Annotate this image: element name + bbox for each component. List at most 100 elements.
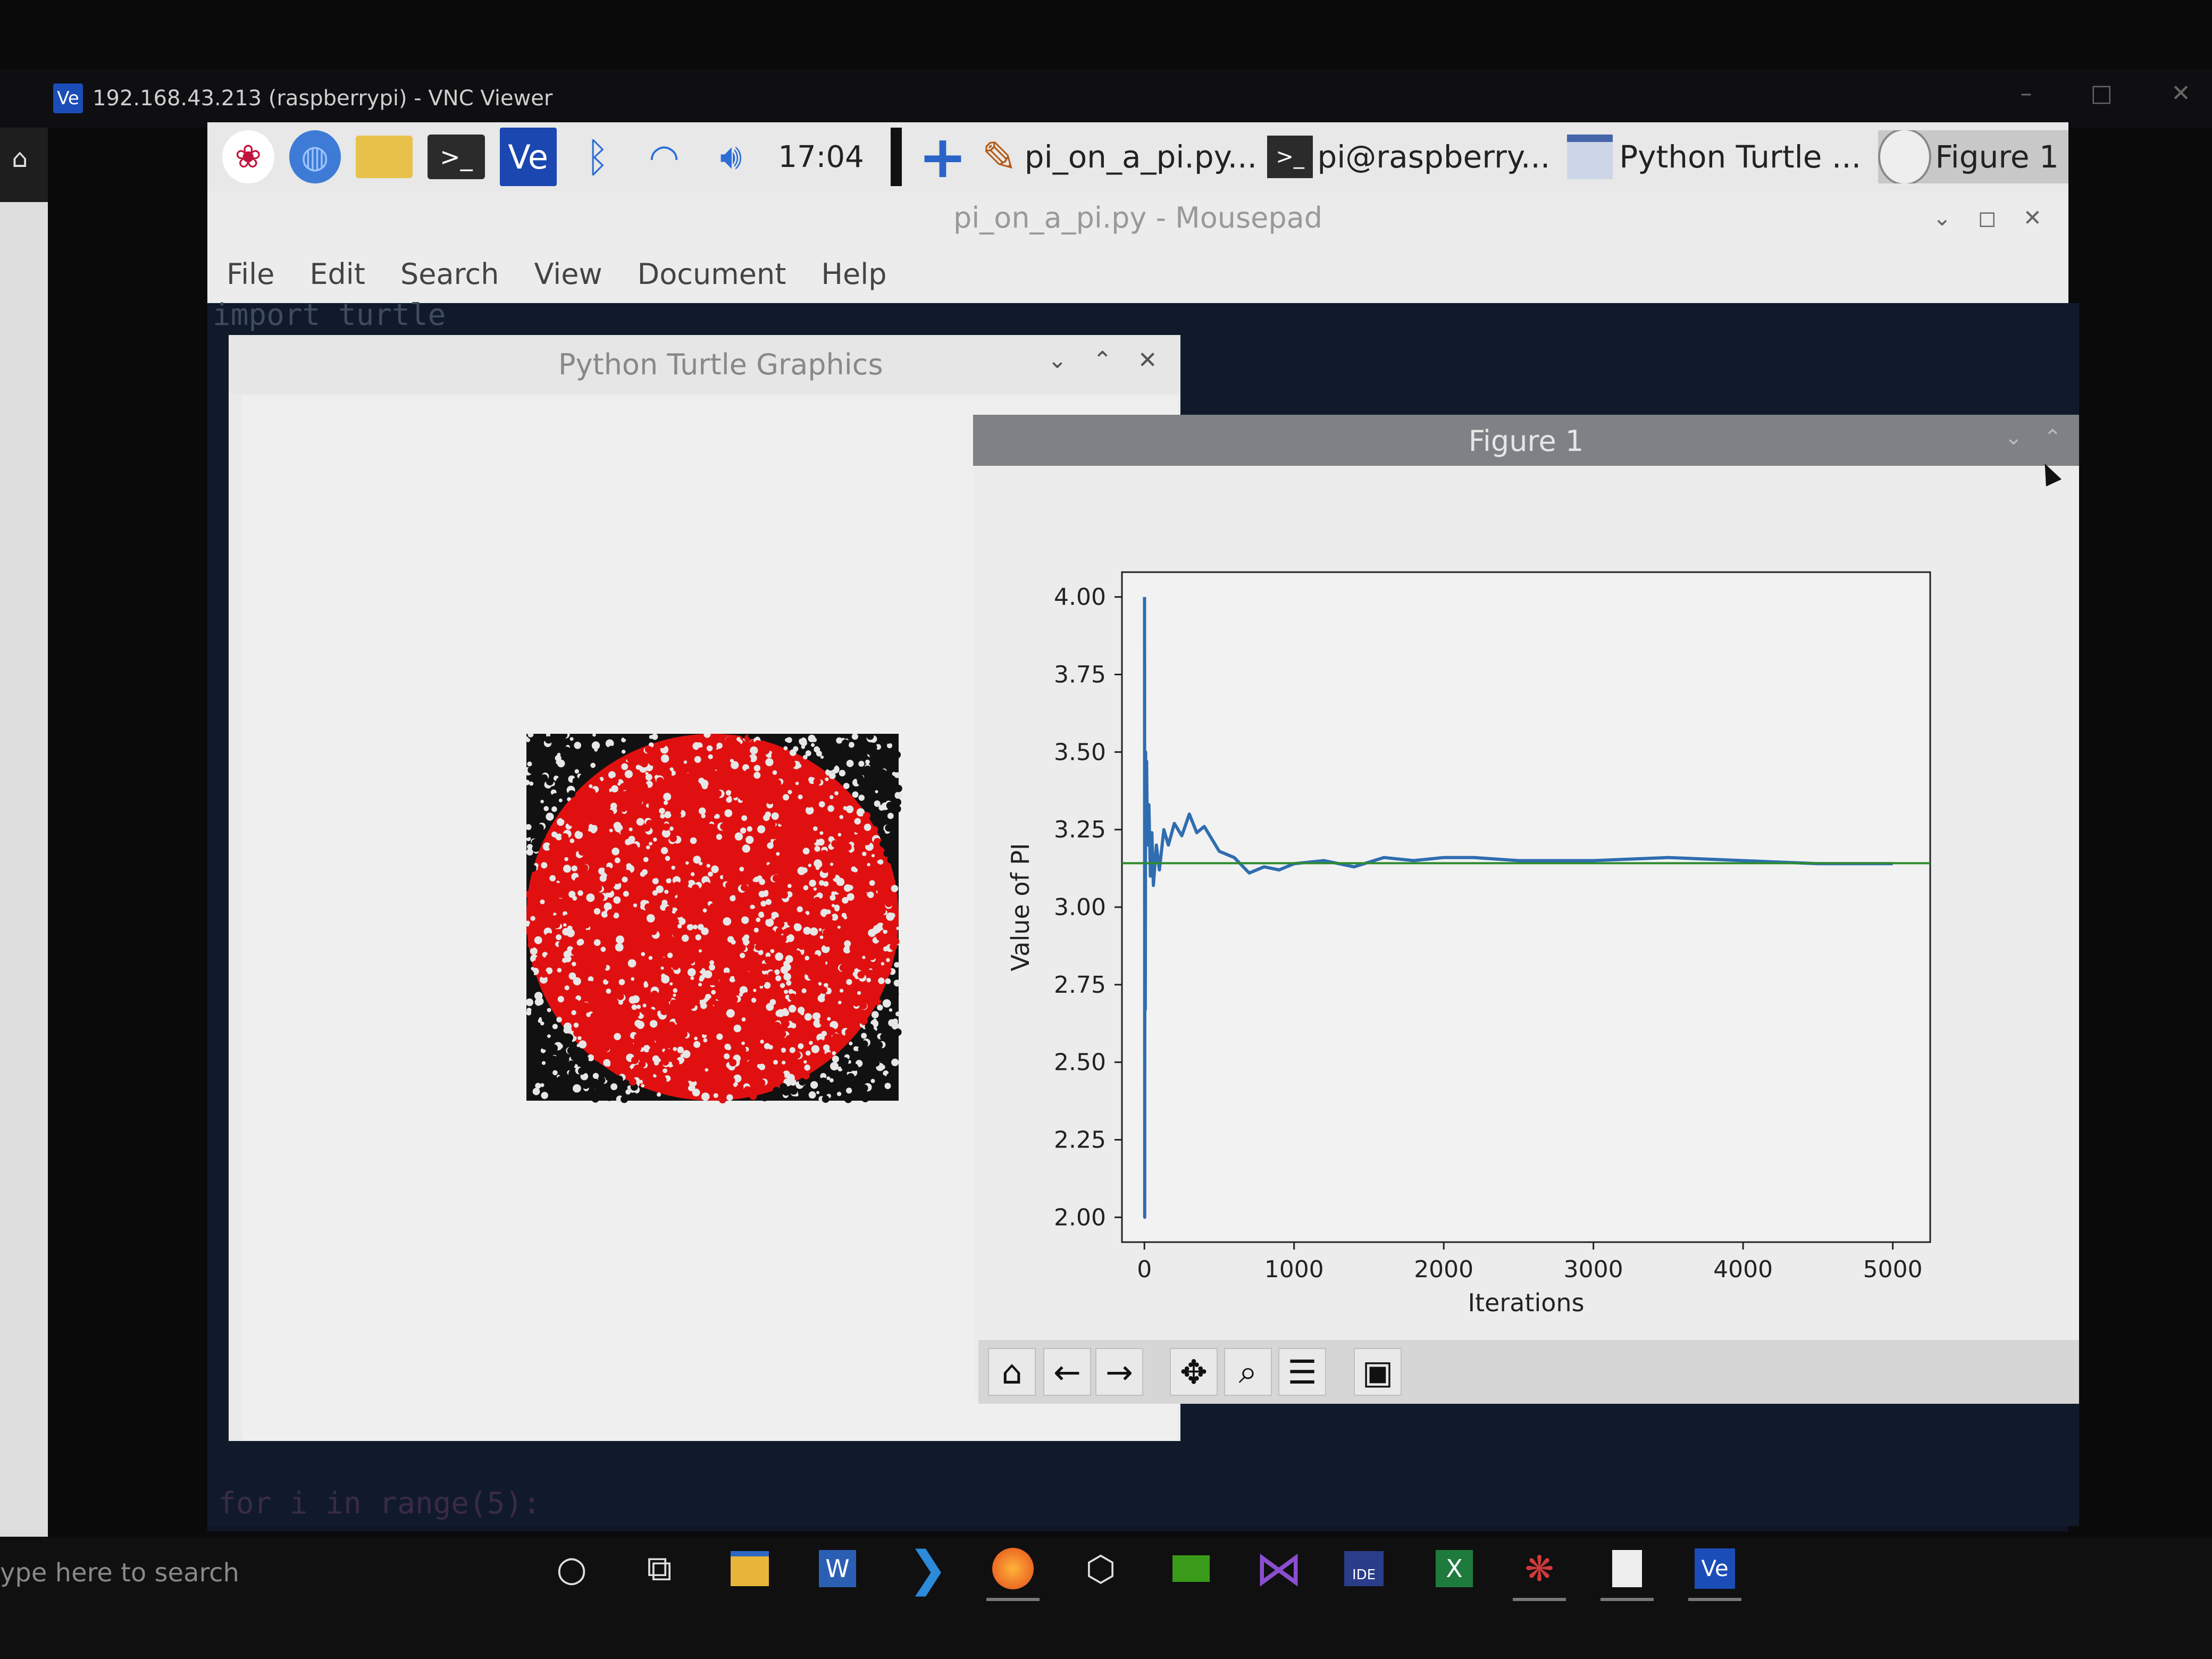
menu-document[interactable]: Document	[637, 257, 786, 291]
scatter-gap	[820, 1073, 827, 1079]
task-view-icon[interactable]: ⧉	[647, 1547, 672, 1589]
task-terminal[interactable]: >_ pi@raspberry...	[1267, 130, 1560, 183]
scatter-gap	[723, 967, 730, 974]
menu-file[interactable]: File	[227, 257, 275, 291]
browser-globe-icon[interactable]: ◍	[289, 130, 341, 183]
home-icon[interactable]: ⌂	[988, 1348, 1036, 1396]
close-button[interactable]: ✕	[2171, 80, 2191, 107]
scatter-gap	[809, 879, 816, 887]
scatter-point	[568, 790, 576, 798]
bluetooth-icon[interactable]: ᛒ	[585, 133, 610, 181]
file-explorer-icon[interactable]	[726, 1545, 774, 1593]
minimize-button[interactable]: –	[2020, 80, 2032, 107]
menu-help[interactable]: Help	[821, 257, 887, 291]
maximize-icon[interactable]: ◻	[1978, 205, 1997, 231]
scatter-point	[878, 968, 885, 976]
vscode-icon[interactable]: ❯	[908, 1540, 948, 1597]
figure-window-controls: ⌄ ⌃	[2005, 425, 2062, 450]
vnc-server-icon[interactable]: Ve	[499, 128, 557, 186]
wifi-icon[interactable]: ◠	[649, 136, 680, 178]
maximize-button[interactable]: □	[2090, 80, 2113, 107]
chevron-up-icon[interactable]: ⌃	[1092, 347, 1112, 374]
scatter-gap	[818, 928, 822, 932]
turtle-title: Python Turtle Graphics	[558, 348, 883, 381]
scatter-point	[542, 1073, 550, 1081]
close-icon[interactable]: ✕	[2023, 205, 2042, 231]
task-figure-1[interactable]: Figure 1	[1878, 130, 2068, 183]
scatter-point	[661, 1058, 669, 1066]
chevron-down-icon[interactable]: ⌄	[1932, 205, 1951, 231]
forward-icon[interactable]: →	[1095, 1348, 1143, 1396]
home-icon[interactable]: ⌂	[12, 144, 28, 173]
scatter-point	[591, 1095, 599, 1103]
scatter-point	[598, 797, 606, 805]
configure-icon[interactable]: ☰	[1278, 1348, 1326, 1396]
scatter-point	[886, 802, 894, 809]
scatter-point	[536, 784, 544, 792]
scatter-gap	[534, 998, 542, 1006]
3d-viewer-icon[interactable]: ⬡	[1085, 1548, 1116, 1589]
scatter-point	[824, 994, 832, 1002]
terminal-icon[interactable]: >_	[428, 135, 485, 179]
scatter-point	[797, 977, 805, 985]
scatter-gap	[765, 918, 774, 927]
scatter-gap	[657, 1092, 661, 1097]
pan-icon[interactable]: ✥	[1170, 1348, 1218, 1396]
raspberry-menu-icon[interactable]: ❀	[222, 130, 274, 183]
scatter-point	[859, 747, 867, 755]
menu-edit[interactable]: Edit	[309, 257, 365, 291]
firefox-icon[interactable]	[989, 1545, 1037, 1593]
scatter-point	[567, 818, 575, 826]
menu-view[interactable]: View	[534, 257, 602, 291]
close-icon[interactable]: ✕	[1137, 347, 1158, 374]
scatter-point	[618, 1084, 626, 1092]
word-icon[interactable]: W	[814, 1545, 861, 1593]
scatter-gap	[758, 1063, 766, 1070]
scatter-point	[859, 1002, 867, 1010]
menu-search[interactable]: Search	[400, 257, 499, 291]
scatter-gap	[776, 852, 780, 856]
windows-search-input[interactable]: ype here to search	[0, 1558, 239, 1588]
scatter-point	[554, 845, 562, 853]
volume-icon[interactable]: 🔊︎	[719, 136, 742, 177]
save-icon[interactable]: ▣	[1354, 1348, 1402, 1396]
chevron-down-icon[interactable]: ⌄	[2005, 425, 2023, 450]
scatter-point	[747, 943, 755, 951]
add-icon[interactable]: +	[918, 123, 968, 191]
scatter-gap	[549, 875, 556, 882]
chevron-up-icon[interactable]: ⌃	[2043, 425, 2062, 450]
back-icon[interactable]: ←	[1043, 1348, 1091, 1396]
scatter-point	[671, 974, 678, 981]
y-tick-label: 3.75	[1054, 661, 1106, 689]
vnc-viewer-icon[interactable]: Ve	[1691, 1545, 1739, 1593]
nvidia-icon[interactable]	[1167, 1545, 1215, 1593]
scatter-point	[651, 991, 658, 998]
scatter-gap	[635, 765, 641, 770]
scatter-gap	[526, 998, 533, 1007]
zoom-icon[interactable]: ⌕	[1224, 1348, 1272, 1396]
scatter-gap	[788, 1004, 797, 1013]
scatter-point	[572, 777, 580, 785]
scatter-gap	[611, 848, 619, 856]
scatter-point	[714, 790, 722, 798]
scatter-point	[774, 917, 782, 925]
scatter-point	[585, 752, 593, 760]
scatter-point	[856, 766, 864, 774]
task-python-turtle[interactable]: Python Turtle ...	[1567, 130, 1871, 183]
visual-studio-icon[interactable]: ⋈	[1255, 1540, 1303, 1597]
file-manager-icon[interactable]	[356, 136, 413, 178]
chevron-down-icon[interactable]: ⌄	[1048, 347, 1067, 374]
excel-icon[interactable]: X	[1430, 1545, 1478, 1593]
arduino-ide-icon[interactable]: IDE	[1340, 1545, 1388, 1593]
scatter-point	[574, 877, 582, 885]
document-icon[interactable]	[1603, 1545, 1651, 1593]
cortana-icon[interactable]: ○	[556, 1548, 587, 1589]
scatter-point	[789, 993, 797, 1001]
scatter-gap	[741, 815, 748, 821]
scatter-gap	[830, 795, 834, 799]
scatter-point	[556, 857, 564, 865]
scatter-gap	[880, 1065, 885, 1070]
settings-app-icon[interactable]: ❋	[1524, 1548, 1554, 1589]
scatter-gap	[606, 988, 611, 994]
task-mousepad[interactable]: ✎ pi_on_a_pi.py...	[981, 132, 1258, 182]
